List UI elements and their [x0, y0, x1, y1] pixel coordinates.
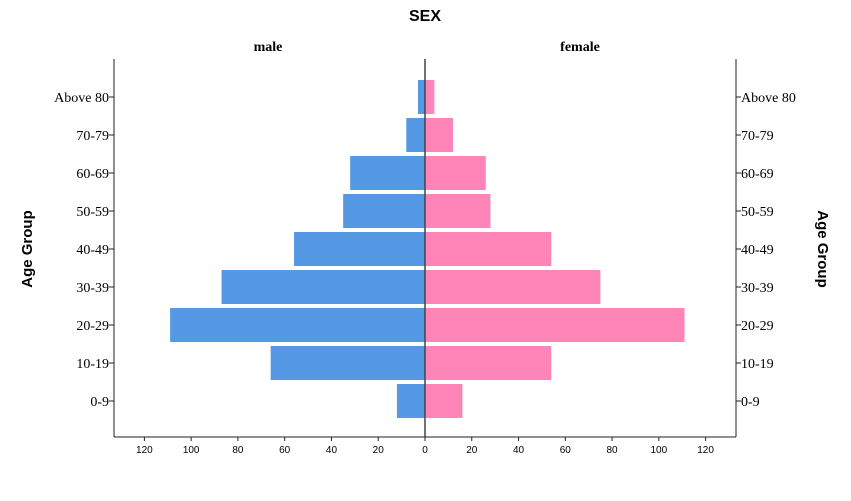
y-tick-label-left: 20-29: [76, 319, 109, 334]
y-tick-label-right: 70-79: [741, 129, 774, 144]
x-tick-label: 100: [650, 445, 667, 456]
bar-male-50-59: [343, 194, 425, 228]
y-tick-label-right: 20-29: [741, 319, 774, 334]
x-tick-label: 40: [326, 445, 338, 456]
bar-female-50-59: [425, 194, 491, 228]
bar-male-20-29: [170, 308, 425, 342]
y-tick-label-right: 0-9: [741, 395, 760, 410]
bar-female-40-49: [425, 232, 552, 266]
panel-label-male: male: [254, 40, 283, 55]
y-tick-label-right: Above 80: [741, 91, 796, 106]
y-axis-title-left: Age Group: [19, 210, 36, 288]
y-tick-label-left: 60-69: [76, 167, 109, 182]
x-tick-label: 120: [697, 445, 714, 456]
x-tick-label: 80: [607, 445, 619, 456]
x-tick-label: 20: [466, 445, 478, 456]
bar-female-above-80: [425, 80, 435, 114]
x-tick-label: 120: [136, 445, 153, 456]
x-tick-label: 40: [513, 445, 525, 456]
x-tick-label: 60: [560, 445, 572, 456]
x-tick-label: 100: [183, 445, 200, 456]
x-tick-label: 80: [232, 445, 244, 456]
bar-female-20-29: [425, 308, 685, 342]
y-tick-label-left: 50-59: [76, 205, 109, 220]
plot-area: Above 80 Above 80 70-79 70-79 60-69 60-69 50-5…: [54, 59, 796, 456]
y-tick-label-left: 10-19: [76, 357, 109, 372]
bar-male-0-9: [396, 384, 425, 418]
bar-male-70-79: [406, 118, 425, 152]
y-tick-label-left: 70-79: [76, 129, 109, 144]
bar-female-10-19: [425, 346, 552, 380]
y-tick-label-left: 0-9: [90, 395, 109, 410]
bar-male-above-80: [417, 80, 425, 114]
y-tick-label-left: 40-49: [76, 243, 109, 258]
y-tick-label-right: 50-59: [741, 205, 774, 220]
bar-female-30-39: [425, 270, 601, 304]
y-tick-label-left: 30-39: [76, 281, 109, 296]
y-tick-label-right: 30-39: [741, 281, 774, 296]
y-tick-label-right: 60-69: [741, 167, 774, 182]
y-tick-label-right: 40-49: [741, 243, 774, 258]
bar-female-60-69: [425, 156, 486, 190]
y-tick-label-left: Above 80: [54, 91, 109, 106]
y-tick-label-right: 10-19: [741, 357, 774, 372]
x-tick-label: 20: [373, 445, 385, 456]
x-tick-label: 0: [422, 445, 428, 456]
bar-male-10-19: [270, 346, 425, 380]
bar-male-30-39: [221, 270, 425, 304]
bar-male-40-49: [294, 232, 425, 266]
panel-label-female: female: [560, 40, 600, 55]
y-axis-title-right: Age Group: [814, 210, 831, 288]
bar-female-0-9: [425, 384, 463, 418]
chart-title: SEX: [409, 8, 441, 25]
x-tick-label: 60: [279, 445, 291, 456]
bar-female-70-79: [425, 118, 454, 152]
bar-male-60-69: [350, 156, 425, 190]
